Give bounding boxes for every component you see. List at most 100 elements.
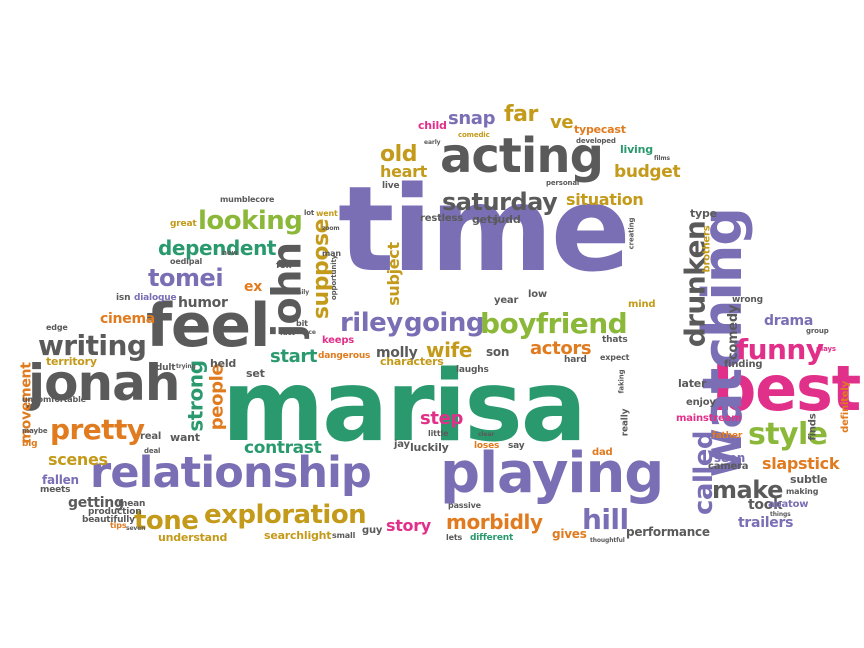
- word-riley: riley: [340, 308, 403, 338]
- word-luckily: luckily: [410, 441, 449, 454]
- word-actors: actors: [530, 338, 592, 359]
- word-expect: expect: [600, 353, 630, 362]
- word-personal: personal: [546, 179, 580, 187]
- word-saturday: saturday: [442, 188, 558, 216]
- word-scenes: scenes: [48, 450, 108, 469]
- word-getting: getting: [68, 495, 124, 511]
- word-plays: plays: [816, 345, 836, 353]
- word-son: son: [486, 345, 510, 359]
- word-comedy: comedy: [726, 304, 742, 361]
- word-faking: faking: [617, 369, 626, 394]
- word-wife: wife: [426, 338, 472, 362]
- word-seen: seen: [714, 451, 746, 465]
- word-pretty: pretty: [50, 413, 145, 446]
- word-developed: developed: [576, 137, 616, 145]
- word-tips: tips: [110, 521, 127, 530]
- word-great: great: [170, 219, 197, 229]
- word-subtle: subtle: [790, 473, 828, 486]
- word-situation: situation: [566, 190, 644, 209]
- word-year: year: [494, 295, 519, 306]
- word-man: man: [322, 249, 341, 258]
- word-ve: ve: [550, 112, 574, 133]
- word-time: time: [338, 160, 631, 298]
- word-group: group: [806, 327, 829, 335]
- word-type: type: [690, 207, 717, 220]
- word-held: held: [210, 357, 237, 370]
- word-comedic: comedic: [458, 131, 490, 139]
- word-thoughtful: thoughtful: [590, 537, 625, 544]
- word-far: far: [504, 102, 538, 127]
- word-fact: fact: [280, 329, 295, 337]
- word-understand: understand: [158, 531, 228, 544]
- word-contrast: contrast: [244, 438, 322, 458]
- word-apatow: apatow: [768, 499, 809, 510]
- word-jay: jay: [394, 439, 410, 450]
- word-keeps: keeps: [322, 335, 355, 346]
- word-brothers: brothers: [701, 225, 713, 273]
- word-easily: easily: [290, 289, 309, 296]
- word-clear: clear: [478, 431, 495, 438]
- word-searchlight: searchlight: [264, 529, 332, 542]
- word-boyfriend: boyfriend: [480, 307, 628, 340]
- word-uncomfortable: uncomfortable: [22, 395, 86, 404]
- word-lets: lets: [446, 533, 463, 542]
- word-cinema: cinema: [100, 311, 155, 327]
- word-wrong: wrong: [732, 295, 763, 305]
- word-enjoy: enjoy: [686, 397, 716, 408]
- word-characters: characters: [380, 355, 444, 368]
- word-story: story: [386, 516, 431, 535]
- word-father: father: [712, 431, 743, 441]
- word-finding: finding: [724, 359, 763, 370]
- word-ex: ex: [244, 279, 262, 295]
- word-restless: restless: [420, 213, 463, 224]
- word-fallen: fallen: [42, 473, 79, 487]
- word-hard: hard: [564, 355, 587, 365]
- word-seven: seven: [126, 525, 146, 532]
- word-meets: meets: [40, 485, 71, 495]
- word-dangerous: dangerous: [318, 351, 371, 361]
- word-production: production: [88, 507, 142, 517]
- word-later: later: [678, 377, 707, 390]
- word-fox: fox: [276, 261, 292, 271]
- word-oedipal: oedipal: [170, 257, 203, 266]
- word-subject: subject: [383, 242, 403, 306]
- word-going: going: [404, 308, 484, 338]
- word-opportunity: opportunity: [330, 254, 339, 301]
- word-acting: acting: [440, 128, 604, 184]
- word-bit: bit: [296, 319, 308, 328]
- word-live: live: [382, 181, 400, 191]
- word-guy: guy: [362, 525, 383, 536]
- word-playing: playing: [440, 441, 664, 506]
- word-loses: loses: [474, 441, 500, 451]
- word-finds: finds: [807, 413, 819, 441]
- word-early: early: [424, 139, 441, 146]
- word-big: big: [22, 439, 38, 449]
- word-jonah: jonah: [28, 354, 180, 412]
- word-zoom: zoom: [322, 225, 340, 232]
- word-took: took: [748, 497, 783, 513]
- word-dad: dad: [592, 447, 613, 458]
- word-films: films: [654, 155, 670, 162]
- word-humor: humor: [178, 295, 228, 311]
- word-mind: mind: [628, 299, 656, 310]
- word-things: things: [770, 511, 791, 518]
- word-looking: looking: [198, 206, 303, 236]
- word-trailers: trailers: [738, 515, 794, 531]
- word-hill: hill: [582, 503, 629, 536]
- word-dependent: dependent: [158, 236, 277, 260]
- word-start: start: [270, 346, 318, 367]
- word-gives: gives: [552, 527, 587, 541]
- word-mainstream: mainstream: [676, 413, 742, 424]
- word-living: living: [620, 143, 653, 156]
- word-trying: trying: [176, 363, 196, 370]
- word-adult: adult: [150, 363, 176, 373]
- word-went: went: [316, 209, 338, 218]
- word-step: step: [420, 408, 463, 429]
- word-old: old: [380, 142, 418, 167]
- word-face: face: [302, 329, 316, 336]
- word-maybe: maybe: [22, 427, 48, 435]
- word-territory: territory: [46, 355, 97, 368]
- word-mean: mean: [118, 499, 146, 509]
- word-best: best: [712, 352, 861, 425]
- word-want: want: [170, 431, 200, 444]
